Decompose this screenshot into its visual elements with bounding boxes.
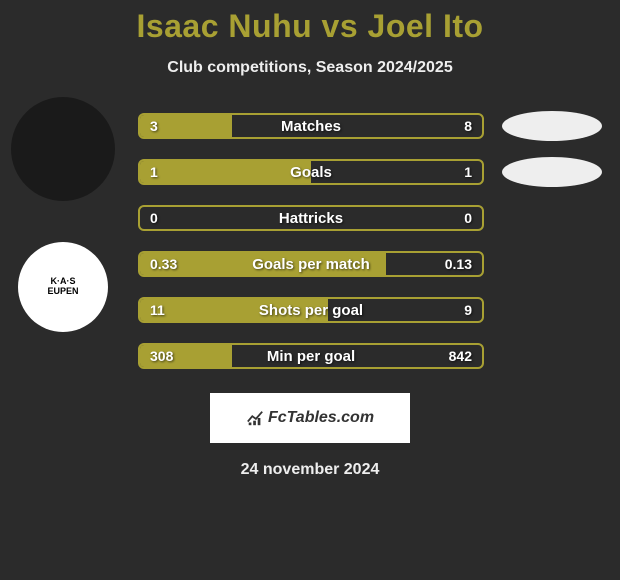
opponent-ellipse <box>502 111 602 141</box>
stat-bar: 119Shots per goal <box>138 297 484 323</box>
stat-label: Matches <box>140 115 482 137</box>
opponent-ellipse <box>502 157 602 187</box>
stat-row: 308842Min per goal <box>0 333 620 379</box>
stat-bar: 308842Min per goal <box>138 343 484 369</box>
chart-icon <box>246 409 264 427</box>
stat-row: 00Hattricks <box>0 195 620 241</box>
stat-label: Goals per match <box>140 253 482 275</box>
stat-label: Hattricks <box>140 207 482 229</box>
stat-bar: 38Matches <box>138 113 484 139</box>
stat-bar: 0.330.13Goals per match <box>138 251 484 277</box>
club-badge-wrap: K·A·S EUPEN <box>8 242 118 332</box>
stat-label: Shots per goal <box>140 299 482 321</box>
stat-bar: 11Goals <box>138 159 484 185</box>
subtitle: Club competitions, Season 2024/2025 <box>0 59 620 77</box>
stat-label: Goals <box>140 161 482 183</box>
stat-row: K·A·S EUPEN119Shots per goal <box>0 287 620 333</box>
date-line: 24 november 2024 <box>0 461 620 479</box>
club-badge: K·A·S EUPEN <box>18 242 108 332</box>
player-avatar <box>8 97 118 201</box>
fctables-badge[interactable]: FcTables.com <box>210 393 410 443</box>
stat-label: Min per goal <box>140 345 482 367</box>
stat-row: 11Goals <box>0 149 620 195</box>
avatar <box>11 97 115 201</box>
stat-bar: 00Hattricks <box>138 205 484 231</box>
page-title: Isaac Nuhu vs Joel Ito <box>0 8 620 45</box>
footer-brand-text: FcTables.com <box>268 409 374 427</box>
